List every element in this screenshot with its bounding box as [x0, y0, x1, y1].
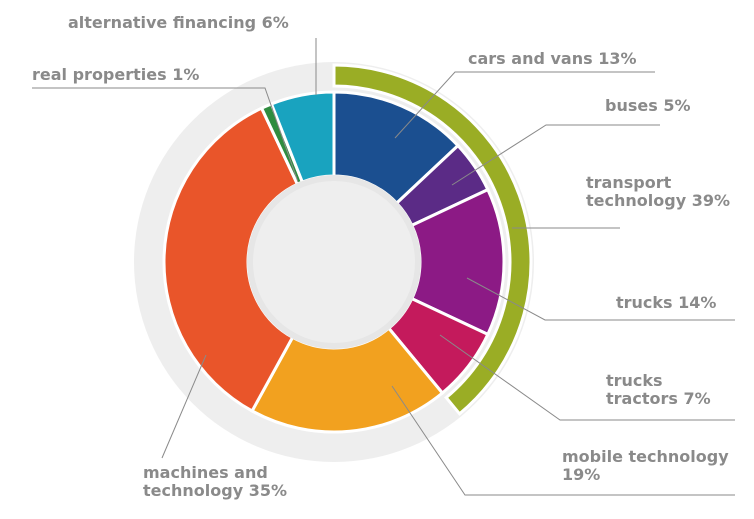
leader-line: [32, 87, 299, 183]
label: mobile technology 19%: [562, 448, 737, 484]
category: trucks tractors: [606, 371, 678, 408]
value-label: 13%: [598, 49, 637, 68]
wedges: [134, 62, 534, 462]
label: alternative financing 6%: [68, 14, 289, 32]
label: buses 5%: [605, 97, 691, 115]
category: trucks: [616, 293, 673, 312]
value-label: 7%: [683, 389, 711, 408]
leader-line: [394, 71, 655, 139]
value-label: 39%: [691, 191, 730, 210]
leader-line: [439, 334, 735, 421]
label: trucks tractors 7%: [606, 372, 726, 408]
value-label: 1%: [172, 65, 200, 84]
leader-line: [391, 385, 735, 496]
category: transport technology: [586, 173, 687, 210]
value-label: 35%: [248, 481, 287, 500]
leader-lines: [32, 38, 735, 496]
category: alternative financing: [68, 13, 257, 32]
category: machines and technology: [143, 463, 268, 500]
label: trucks 14%: [616, 294, 716, 312]
label: real properties 1%: [32, 66, 199, 84]
leader-line: [451, 124, 660, 186]
leader-line: [161, 354, 207, 459]
category: real properties: [32, 65, 167, 84]
category: cars and vans: [468, 49, 593, 68]
outer-wedge: [332, 63, 533, 416]
value-label: 6%: [261, 13, 289, 32]
category: mobile technology: [562, 447, 729, 466]
value-label: 14%: [678, 293, 717, 312]
label: cars and vans 13%: [468, 50, 637, 68]
category: buses: [605, 96, 658, 115]
value-label: 19%: [562, 465, 601, 484]
label: transport technology 39%: [586, 174, 746, 210]
label: machines and technology 35%: [143, 464, 308, 500]
hole-rim: [247, 175, 421, 349]
value-label: 5%: [663, 96, 691, 115]
leader-line: [466, 277, 735, 321]
